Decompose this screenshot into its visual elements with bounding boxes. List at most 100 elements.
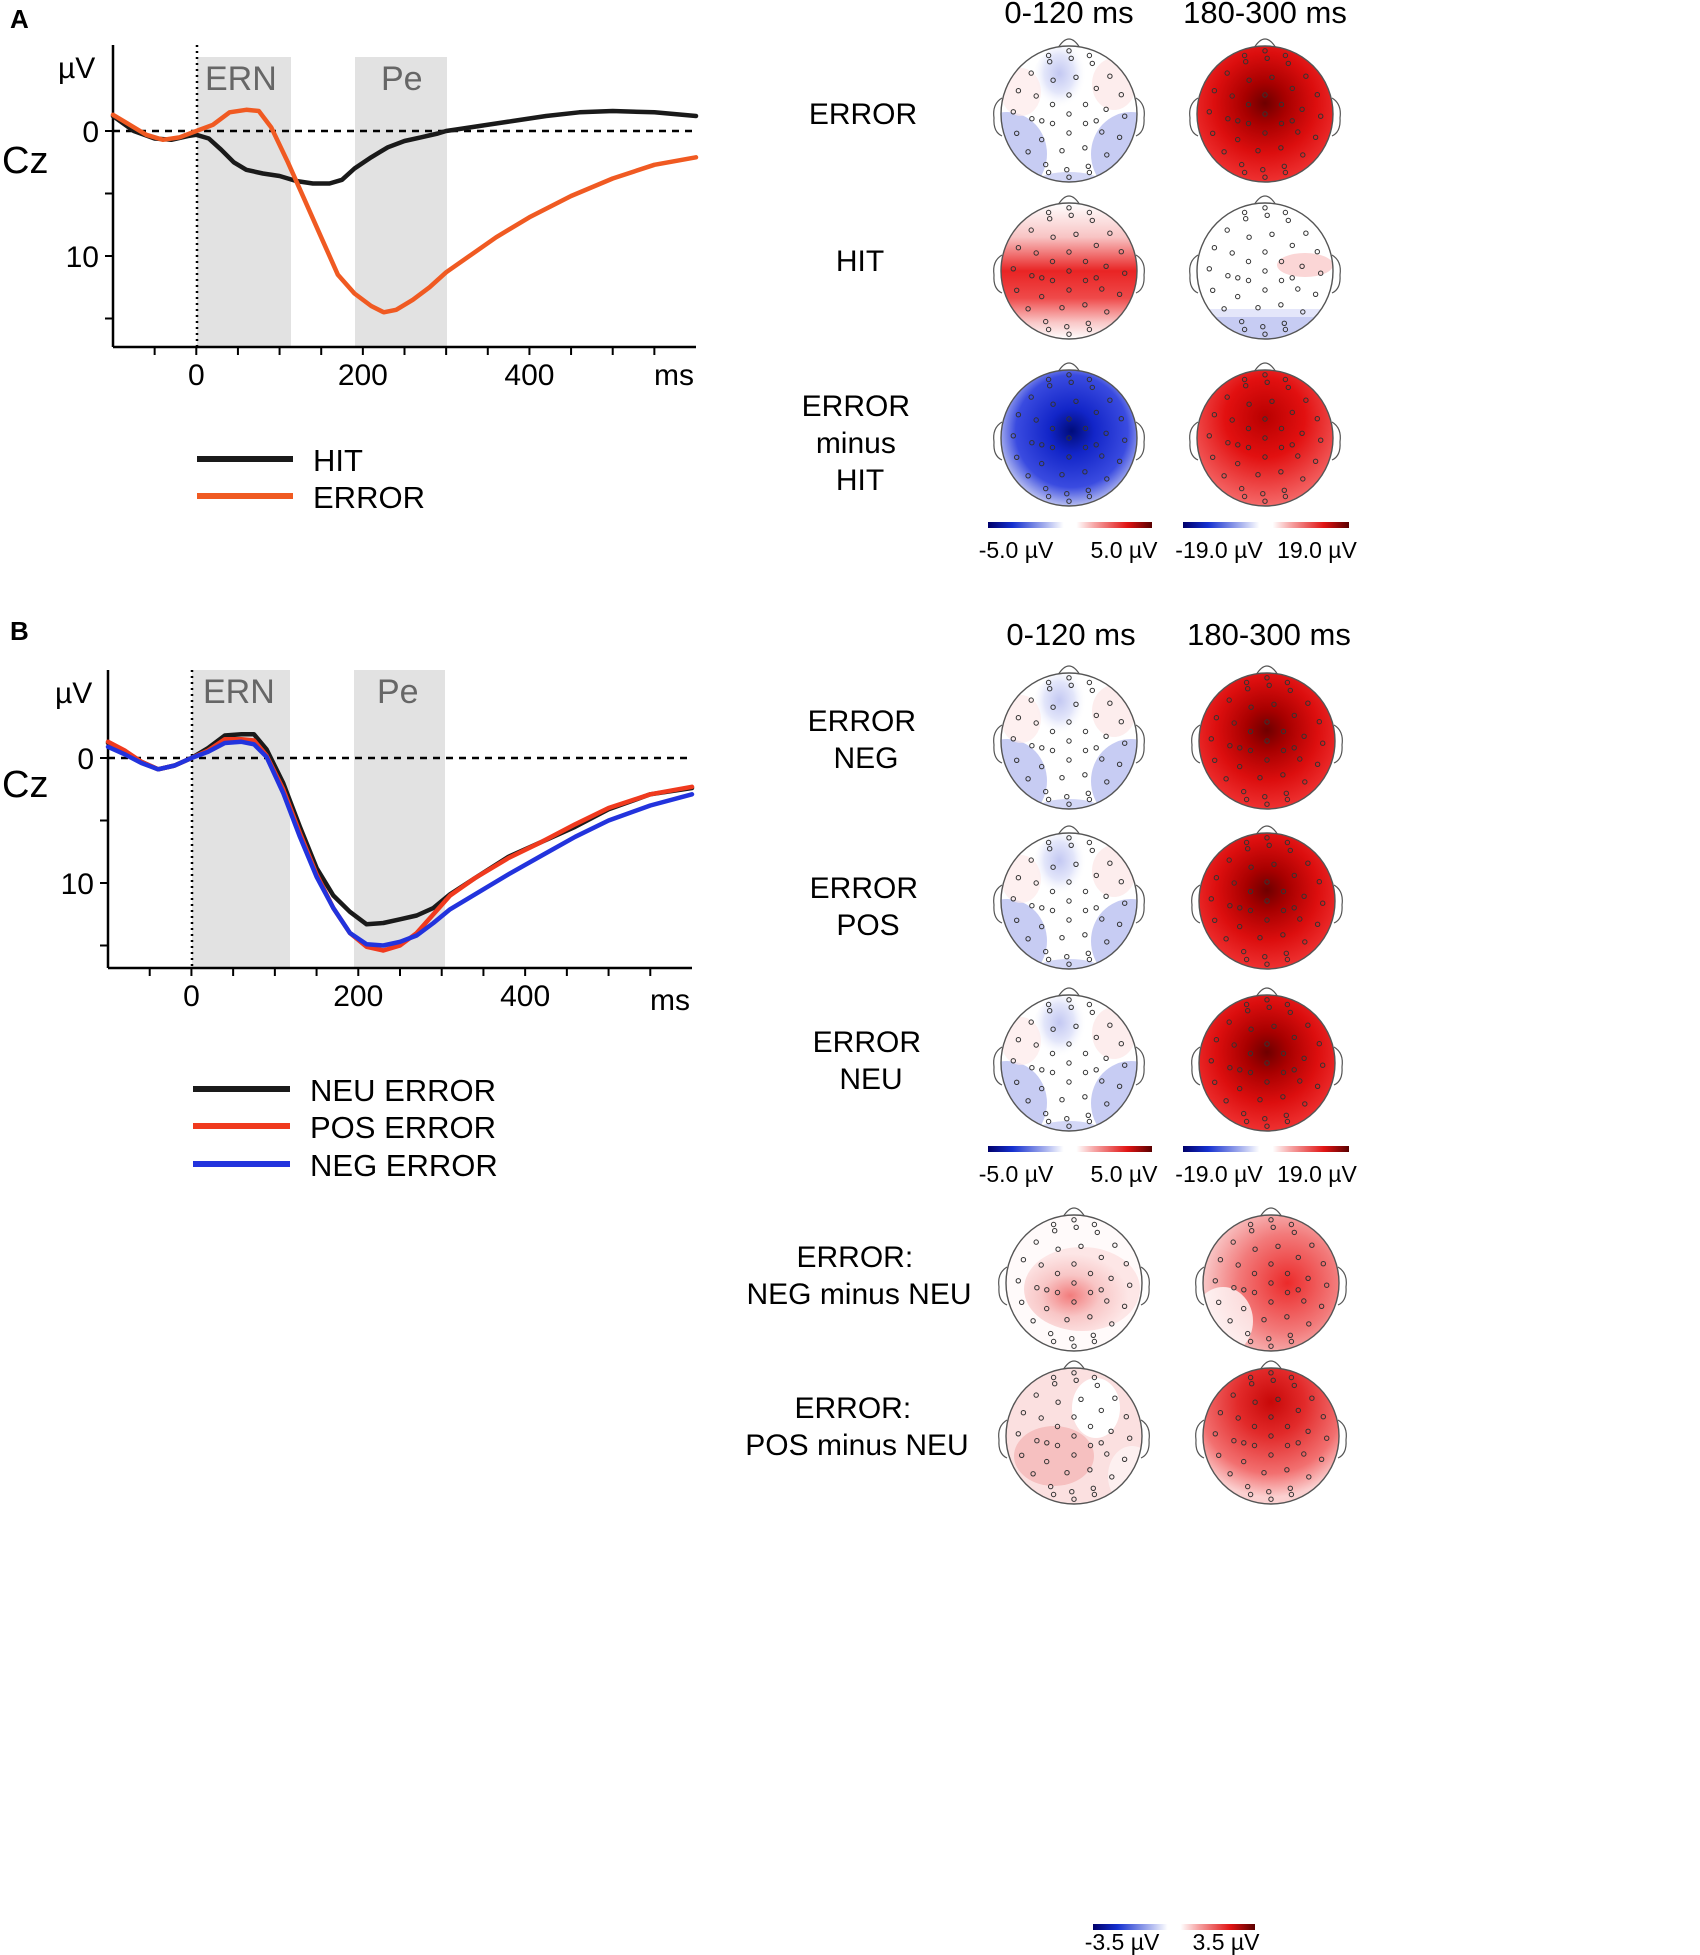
electrode-marker: [1284, 1467, 1290, 1473]
y-tick-label: 0: [77, 743, 94, 776]
electrode-marker: [1099, 756, 1105, 762]
electrode-marker: [1264, 961, 1270, 967]
electrode-marker: [1082, 145, 1088, 151]
electrode-marker: [1252, 1246, 1258, 1252]
electrode-marker: [1054, 1289, 1061, 1296]
electrode-marker: [1223, 936, 1229, 942]
electrode-marker: [1271, 861, 1277, 867]
electrode-marker: [1045, 679, 1052, 686]
legend-b: NEU ERROR POS ERROR NEG ERROR: [193, 1073, 498, 1183]
electrode-marker: [1104, 1298, 1110, 1304]
electrode-marker: [1099, 1078, 1105, 1084]
electrode-marker: [1039, 293, 1045, 300]
electrode-marker: [1107, 230, 1113, 236]
topo-surface: [1197, 203, 1333, 339]
electrode-marker: [1039, 1085, 1045, 1092]
electrode-marker: [1029, 440, 1035, 446]
colorbar-b-late-min: -19.0 µV: [1175, 1161, 1263, 1187]
electrode-marker: [1241, 52, 1248, 59]
topo-surface: [1006, 1215, 1142, 1351]
topo-surface: [1199, 833, 1335, 969]
electrode-marker: [1107, 73, 1113, 79]
colorbar-b-early-min: -5.0 µV: [979, 1161, 1054, 1187]
electrode-marker: [1019, 1299, 1025, 1306]
electrode-marker: [1033, 93, 1039, 99]
electrode-marker: [1268, 1414, 1274, 1420]
electrode-marker: [1025, 473, 1031, 479]
electrode-marker: [1068, 55, 1074, 61]
electrode-marker: [1211, 245, 1218, 251]
y-tick-label: 10: [66, 241, 99, 274]
electrode-marker: [1235, 442, 1241, 448]
pe-label-a: Pe: [381, 60, 423, 98]
electrode-marker: [1266, 1489, 1272, 1495]
electrode-marker: [1086, 1001, 1093, 1008]
colorbar-a-early: [988, 522, 1152, 528]
electrode-marker: [1324, 1435, 1330, 1441]
electrode-marker: [1039, 763, 1045, 770]
electrode-marker: [1050, 864, 1056, 870]
electrode-marker: [1082, 907, 1089, 914]
row-label-diff-a: ERROR minus HIT: [802, 390, 919, 497]
electrode-marker: [1014, 454, 1020, 460]
electrode-marker: [1208, 896, 1215, 902]
electrode-marker: [1287, 1485, 1294, 1492]
electrode-marker: [1314, 92, 1321, 98]
electrode-marker: [1320, 1414, 1327, 1420]
electrode-marker: [1305, 1275, 1311, 1282]
electrode-marker: [1316, 1041, 1323, 1047]
electrode-marker: [1278, 469, 1284, 475]
electrode-marker: [1123, 1414, 1130, 1420]
topomap-b-posminus-early: [998, 1360, 1150, 1505]
electrode-marker: [1089, 687, 1096, 694]
head-ear-right: [1135, 421, 1145, 461]
electrode-marker: [1093, 275, 1099, 281]
head-ear-left: [998, 1419, 1008, 1459]
electrode-marker: [1245, 1008, 1251, 1014]
electrode-marker: [1264, 1079, 1270, 1085]
electrode-marker: [1318, 270, 1324, 276]
electrode-marker: [1268, 1217, 1274, 1223]
electrode-marker: [1066, 249, 1072, 255]
electrode-marker: [1078, 1396, 1084, 1403]
electrode-marker: [1262, 331, 1268, 337]
electrode-marker: [1054, 1270, 1061, 1277]
electrode-marker: [1229, 250, 1235, 256]
electrode-marker: [1066, 757, 1072, 763]
electrode-marker: [1226, 697, 1232, 703]
electrode-marker: [1268, 1370, 1274, 1376]
electrode-marker: [1268, 1433, 1274, 1439]
electrode-marker: [1045, 376, 1052, 383]
electrode-marker: [1300, 309, 1306, 315]
electrode-marker: [1264, 675, 1270, 681]
electrode-marker: [1107, 1022, 1113, 1028]
head-outline: [1202, 1214, 1340, 1352]
ern-label-a: ERN: [205, 60, 277, 98]
electrode-marker: [1241, 493, 1248, 500]
electrode-marker: [1085, 950, 1092, 956]
electrode-marker: [1093, 242, 1100, 249]
electrode-marker: [1091, 1338, 1098, 1345]
electrode-marker: [1251, 1423, 1258, 1430]
electrode-marker: [1262, 454, 1268, 460]
electrode-marker: [1227, 1318, 1233, 1324]
electrode-marker: [1264, 997, 1270, 1003]
electrode-marker: [1237, 763, 1243, 770]
electrode-marker: [1264, 738, 1270, 744]
head-outline: [1196, 202, 1334, 340]
electrode-marker: [1116, 291, 1123, 297]
electrode-marker: [1262, 287, 1268, 293]
electrode-marker: [1090, 1332, 1097, 1339]
electrode-marker: [1282, 169, 1289, 176]
electrode-marker: [1066, 898, 1072, 904]
electrode-marker: [1245, 258, 1252, 265]
head-outline: [1000, 369, 1138, 507]
electrode-marker: [1093, 1034, 1100, 1041]
electrode-marker: [1278, 258, 1285, 265]
electrode-marker: [1282, 493, 1289, 500]
electrode-marker: [1262, 48, 1268, 54]
electrode-marker: [1028, 697, 1034, 703]
electrode-marker: [1028, 394, 1034, 400]
electrode-marker: [1295, 129, 1301, 135]
electrode-marker: [1264, 801, 1270, 807]
